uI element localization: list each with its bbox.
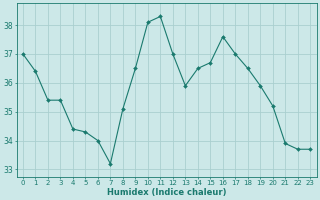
X-axis label: Humidex (Indice chaleur): Humidex (Indice chaleur) xyxy=(107,188,226,197)
